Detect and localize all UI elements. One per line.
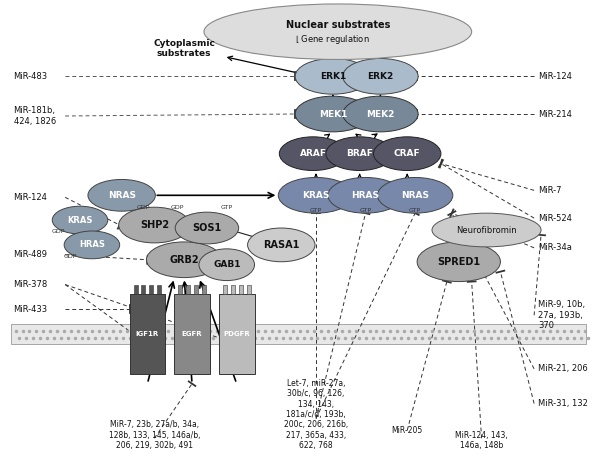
Text: MiR-31, 132: MiR-31, 132 [538,399,588,408]
Text: MiR-7: MiR-7 [538,186,562,195]
Text: SHP2: SHP2 [140,220,169,230]
FancyBboxPatch shape [174,294,210,374]
FancyBboxPatch shape [194,285,198,294]
Text: Neurofibromin: Neurofibromin [456,225,517,235]
Ellipse shape [343,96,418,132]
Text: MiR-483: MiR-483 [14,72,48,81]
Ellipse shape [417,242,500,282]
Text: MiR-9, 10b,
27a, 193b,
370: MiR-9, 10b, 27a, 193b, 370 [538,300,585,330]
Text: SPRED1: SPRED1 [437,257,481,267]
Ellipse shape [280,137,347,170]
Text: Cytoplasmic
substrates: Cytoplasmic substrates [153,39,215,58]
FancyBboxPatch shape [247,285,251,294]
Text: MiR-378: MiR-378 [14,280,48,289]
FancyBboxPatch shape [178,285,182,294]
Text: $\lfloor$ Gene regulation: $\lfloor$ Gene regulation [295,33,370,46]
FancyBboxPatch shape [11,324,586,344]
Ellipse shape [278,177,353,213]
Text: NRAS: NRAS [401,191,429,200]
Ellipse shape [204,4,472,59]
Text: KRAS: KRAS [67,216,93,225]
Text: IGF1R: IGF1R [136,331,159,337]
Text: GTP: GTP [221,205,233,210]
Ellipse shape [146,242,222,278]
Ellipse shape [52,206,108,234]
Text: GRB2: GRB2 [169,255,199,265]
Text: ARAF: ARAF [299,149,326,158]
Text: MiR-21, 206: MiR-21, 206 [538,364,588,373]
Text: MiR-524: MiR-524 [538,213,572,223]
Text: GDP: GDP [52,230,65,234]
Text: GTP: GTP [359,208,371,213]
Ellipse shape [373,137,441,170]
Text: NRAS: NRAS [107,191,136,200]
Ellipse shape [295,96,371,132]
Ellipse shape [175,212,239,244]
Text: ERK2: ERK2 [367,72,394,81]
Text: EGFR: EGFR [182,331,202,337]
Text: MiR-489: MiR-489 [14,250,47,259]
FancyBboxPatch shape [219,294,254,374]
Text: CRAF: CRAF [394,149,421,158]
Ellipse shape [377,177,453,213]
FancyBboxPatch shape [202,285,206,294]
Text: ERK1: ERK1 [320,72,346,81]
Text: GAB1: GAB1 [213,260,241,269]
Text: MiR-124: MiR-124 [14,193,47,202]
Text: MEK2: MEK2 [366,110,395,119]
Text: HRAS: HRAS [352,191,380,200]
Ellipse shape [328,177,403,213]
Ellipse shape [64,231,119,259]
Text: MEK1: MEK1 [319,110,347,119]
Text: MiR-181b,
424, 1826: MiR-181b, 424, 1826 [14,106,56,125]
Ellipse shape [432,213,541,247]
Text: Nuclear substrates: Nuclear substrates [286,20,390,30]
Text: MiR-7, 23b, 27a/b, 34a,
128b, 133, 145, 146a/b,
206, 219, 302b, 491: MiR-7, 23b, 27a/b, 34a, 128b, 133, 145, … [109,420,200,450]
Text: SOS1: SOS1 [193,223,221,233]
Text: MiR-214: MiR-214 [538,110,572,119]
Ellipse shape [119,207,190,243]
Text: GDP: GDP [64,254,77,259]
Text: MiR-433: MiR-433 [14,305,48,314]
Text: GTP: GTP [409,208,421,213]
Ellipse shape [326,137,394,170]
FancyBboxPatch shape [142,285,145,294]
Text: Let-7, miR-27a,
30b/c, 96, 126,
134, 143,
181a/c/d, 193b,
200c, 206, 216b,
217, : Let-7, miR-27a, 30b/c, 96, 126, 134, 143… [284,379,348,450]
Text: MiR-124, 143,
146a, 148b: MiR-124, 143, 146a, 148b [455,431,508,450]
Text: GDP: GDP [137,205,150,210]
Ellipse shape [248,228,315,262]
FancyBboxPatch shape [239,285,242,294]
Text: PDGFR: PDGFR [223,331,250,337]
FancyBboxPatch shape [149,285,154,294]
Ellipse shape [88,180,155,211]
Text: RASA1: RASA1 [263,240,299,250]
Text: HRAS: HRAS [79,240,105,250]
Text: MiR-124: MiR-124 [538,72,572,81]
Text: KRAS: KRAS [302,191,329,200]
FancyBboxPatch shape [134,285,137,294]
Ellipse shape [199,249,254,281]
FancyBboxPatch shape [130,294,165,374]
Text: MiR-34a: MiR-34a [538,244,572,252]
FancyBboxPatch shape [157,285,161,294]
FancyBboxPatch shape [186,285,190,294]
Text: MiR-205: MiR-205 [392,426,423,435]
Ellipse shape [295,58,371,94]
FancyBboxPatch shape [223,285,227,294]
Text: BRAF: BRAF [346,149,373,158]
Ellipse shape [343,58,418,94]
Text: GDP: GDP [170,205,184,210]
FancyBboxPatch shape [231,285,235,294]
Text: GTP: GTP [310,208,322,213]
